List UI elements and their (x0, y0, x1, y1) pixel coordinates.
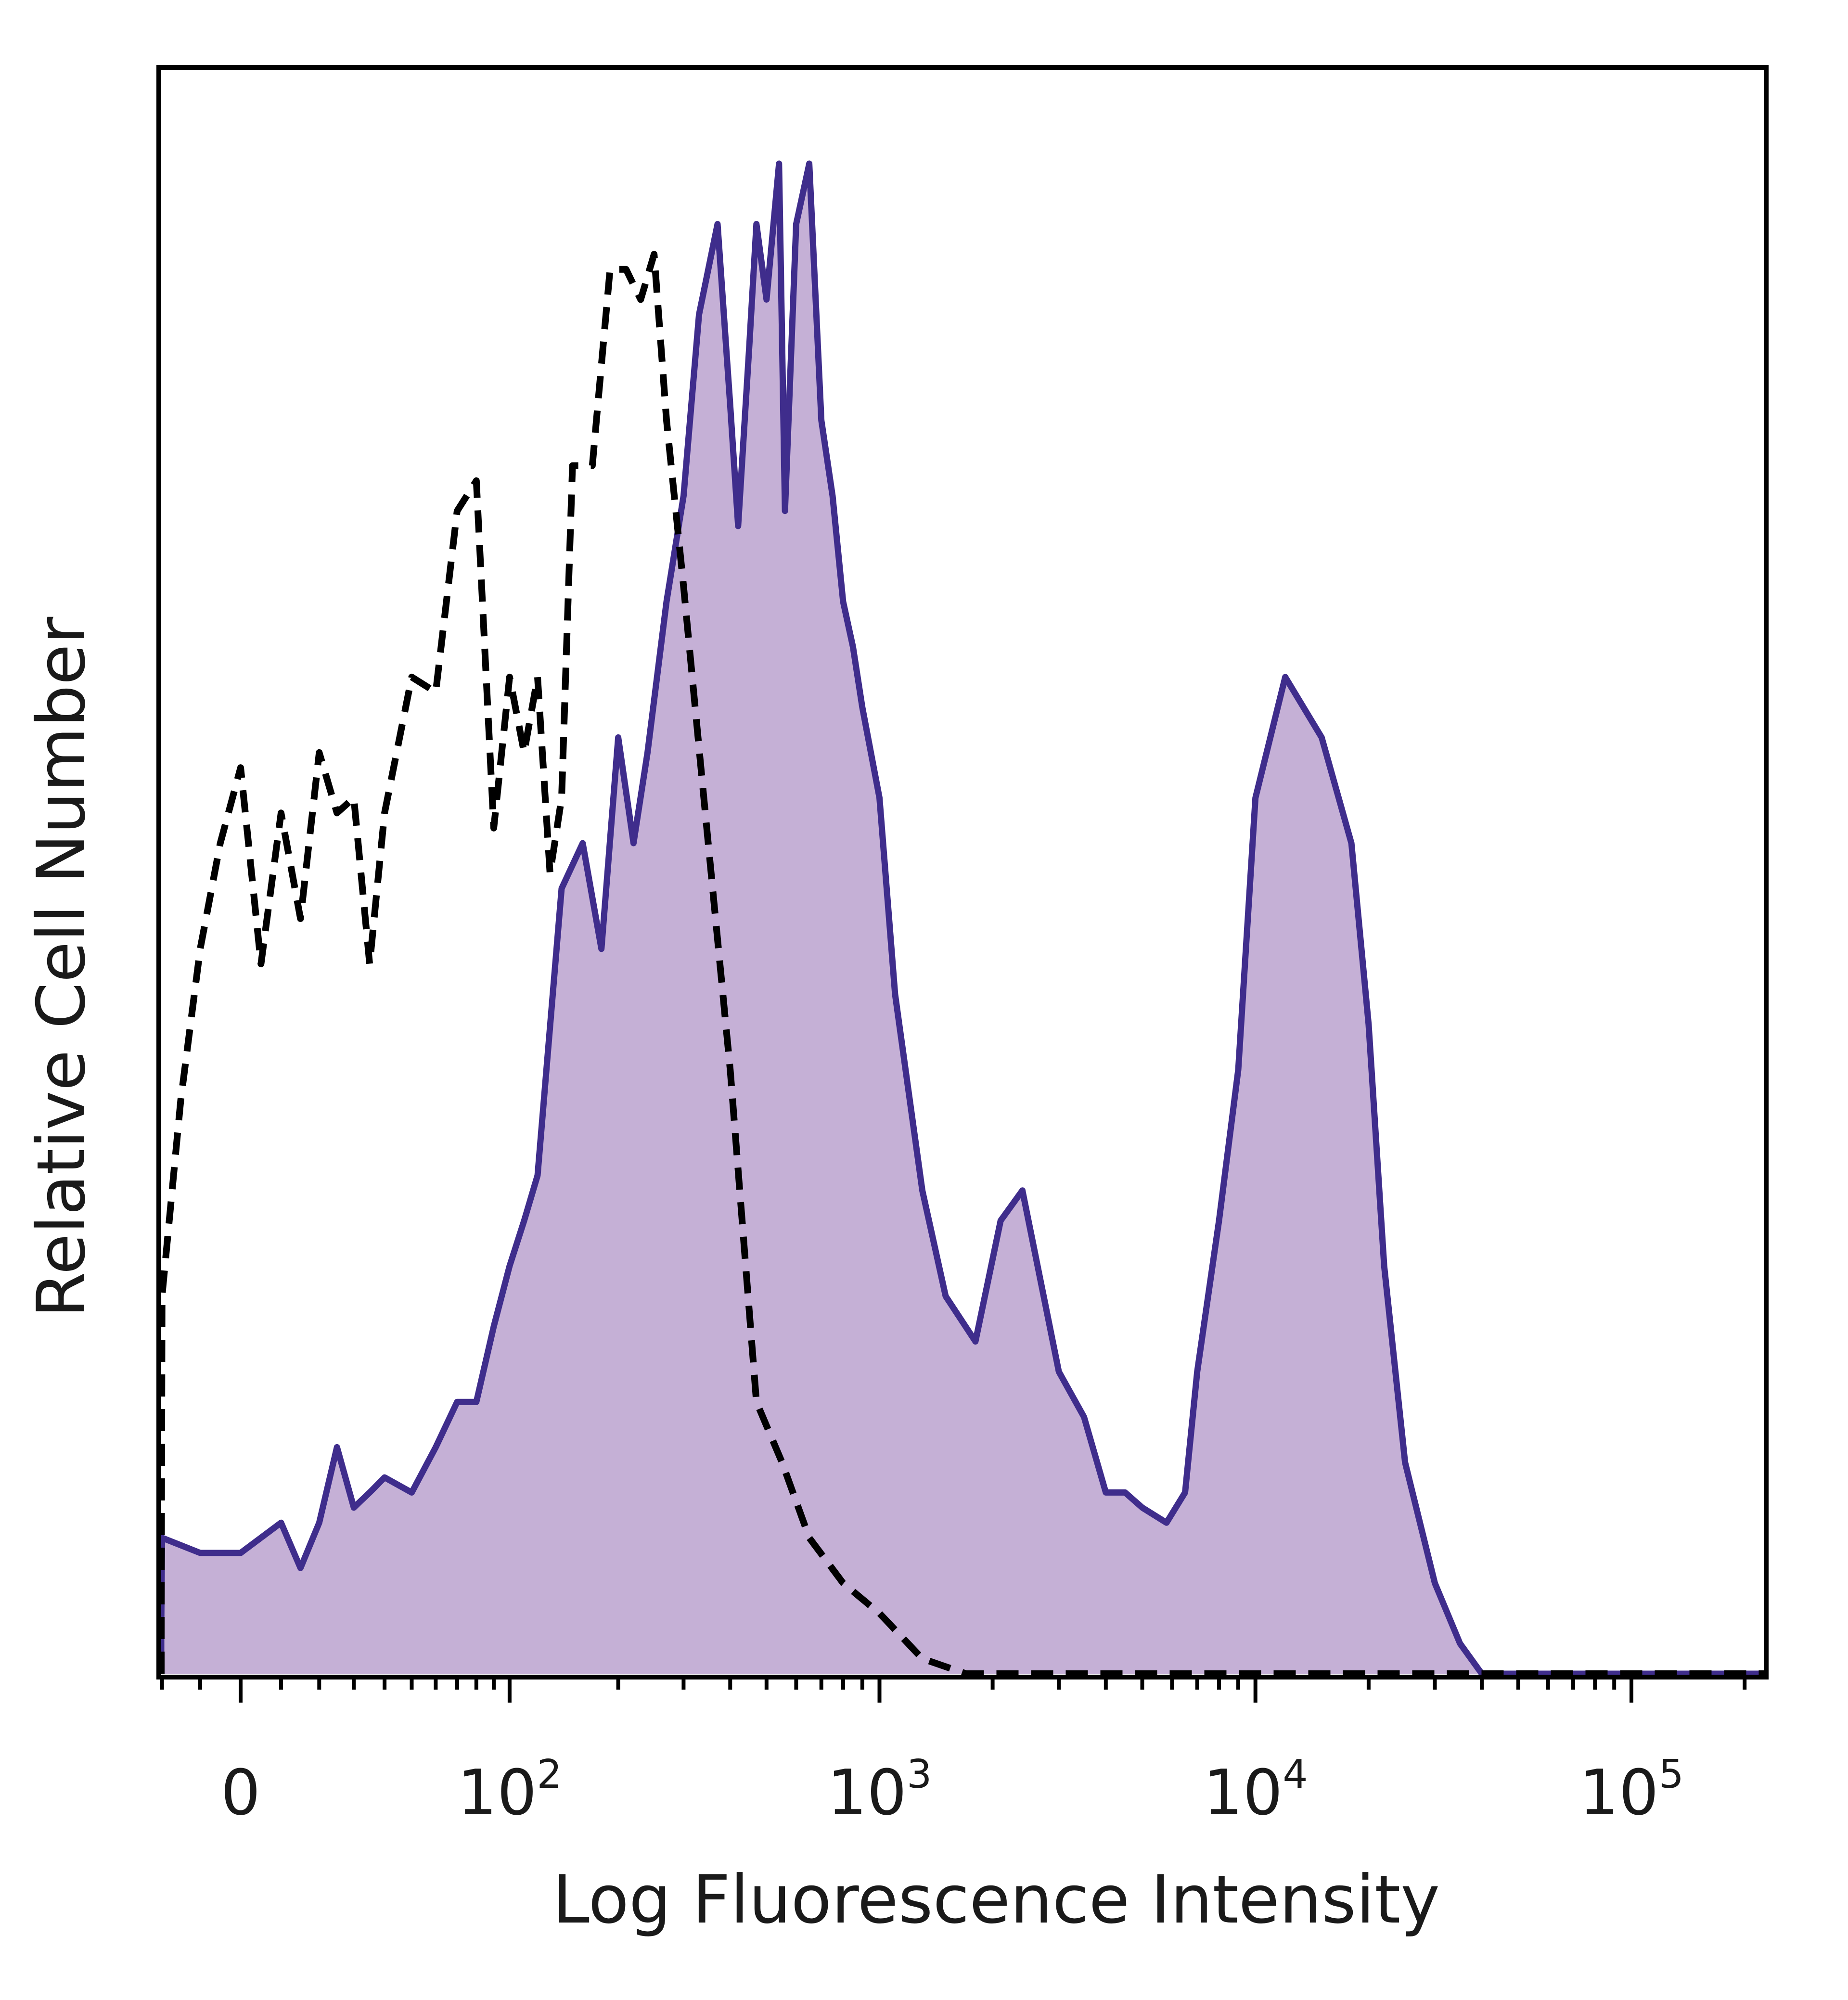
filled-series-outline (158, 160, 1764, 1677)
x-tick-label: 103 (827, 1752, 932, 1829)
x-tick-label-exponent: 4 (1283, 1752, 1308, 1797)
plot-frame (156, 65, 1769, 1679)
x-tick-label-exponent: 2 (537, 1752, 562, 1797)
x-tick-label: 105 (1579, 1752, 1684, 1829)
x-tick-label-exponent: 5 (1659, 1752, 1684, 1797)
tick-layer (160, 1676, 1747, 1703)
y-axis-title: Relative Cell Number (23, 616, 100, 1318)
x-tick-label-base: 10 (457, 1756, 537, 1829)
x-tick-label-base: 0 (221, 1756, 261, 1829)
label-layer: 0 102 103 104 105 (221, 1752, 1684, 1829)
x-tick-label: 102 (457, 1752, 562, 1829)
filled-series-area (161, 164, 1764, 1674)
x-axis-title: Log Fluorescence Intensity (552, 1861, 1440, 1938)
series-layer (158, 160, 1764, 1677)
x-tick-label-base: 10 (827, 1756, 907, 1829)
x-tick-label: 0 (221, 1756, 261, 1829)
x-tick-label-base: 10 (1579, 1756, 1658, 1829)
x-tick-label-exponent: 3 (907, 1752, 932, 1797)
x-tick-label: 104 (1203, 1752, 1308, 1829)
x-tick-label-base: 10 (1203, 1756, 1283, 1829)
